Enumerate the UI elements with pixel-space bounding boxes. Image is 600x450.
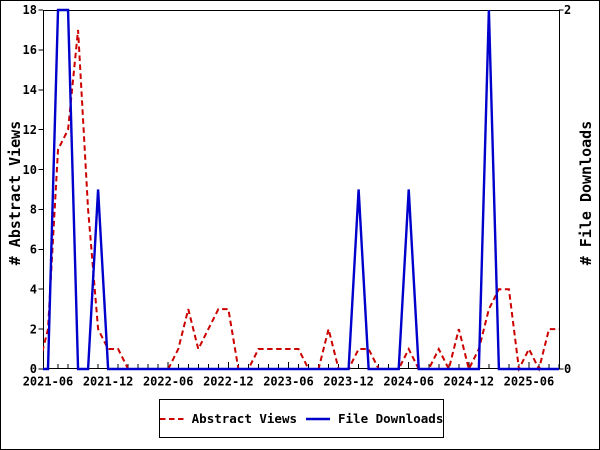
y-left-tick-label: 18 bbox=[23, 3, 37, 17]
y-left-tick-label: 8 bbox=[30, 203, 37, 217]
legend-entry-file-downloads: File Downloads bbox=[306, 411, 443, 426]
y-left-tick-label: 12 bbox=[23, 123, 37, 137]
legend-label-abstract-views: Abstract Views bbox=[191, 411, 297, 426]
series-line-file-downloads bbox=[43, 8, 560, 371]
plot-border bbox=[43, 10, 560, 369]
y-right-tick-label: 0 bbox=[564, 362, 571, 376]
x-tick-label: 2023-12 bbox=[323, 375, 374, 389]
legend-label-file-downloads: File Downloads bbox=[338, 411, 444, 426]
y-left-tick-label: 10 bbox=[23, 163, 37, 177]
y-axis-label-right: # File Downloads bbox=[577, 120, 595, 266]
y-axis-label-left: # Abstract Views bbox=[6, 120, 24, 266]
x-tick-label: 2022-12 bbox=[203, 375, 254, 389]
x-tick-label: 2025-06 bbox=[504, 375, 555, 389]
y-left-tick-label: 6 bbox=[30, 243, 37, 257]
legend-line-sample-dashed bbox=[159, 417, 184, 420]
x-tick-label: 2024-12 bbox=[444, 375, 495, 389]
y-left-tick-label: 4 bbox=[30, 282, 37, 296]
x-tick-label: 2023-06 bbox=[263, 375, 314, 389]
y-left-tick-label: 2 bbox=[30, 322, 37, 336]
tick-labels: 0 2 4 6 8 10 12 14 16 18 0 2 2021-06 2021-12 2022-06 20… bbox=[23, 3, 572, 388]
x-tick-label: 2021-06 bbox=[23, 375, 74, 389]
x-tick-label: 2021-12 bbox=[83, 375, 134, 389]
series-line-abstract-views bbox=[43, 29, 560, 372]
y-left-tick-label: 0 bbox=[30, 362, 37, 376]
y-right-tick-label: 2 bbox=[564, 3, 571, 17]
x-tick-label: 2022-06 bbox=[143, 375, 194, 389]
y-left-tick-label: 14 bbox=[23, 83, 37, 97]
legend-entry-abstract-views: Abstract Views bbox=[159, 411, 297, 426]
legend-line-sample-solid bbox=[306, 417, 330, 420]
y-left-tick-label: 16 bbox=[23, 43, 37, 57]
legend: Abstract Views File Downloads bbox=[159, 399, 444, 438]
x-tick-label: 2024-06 bbox=[383, 375, 434, 389]
